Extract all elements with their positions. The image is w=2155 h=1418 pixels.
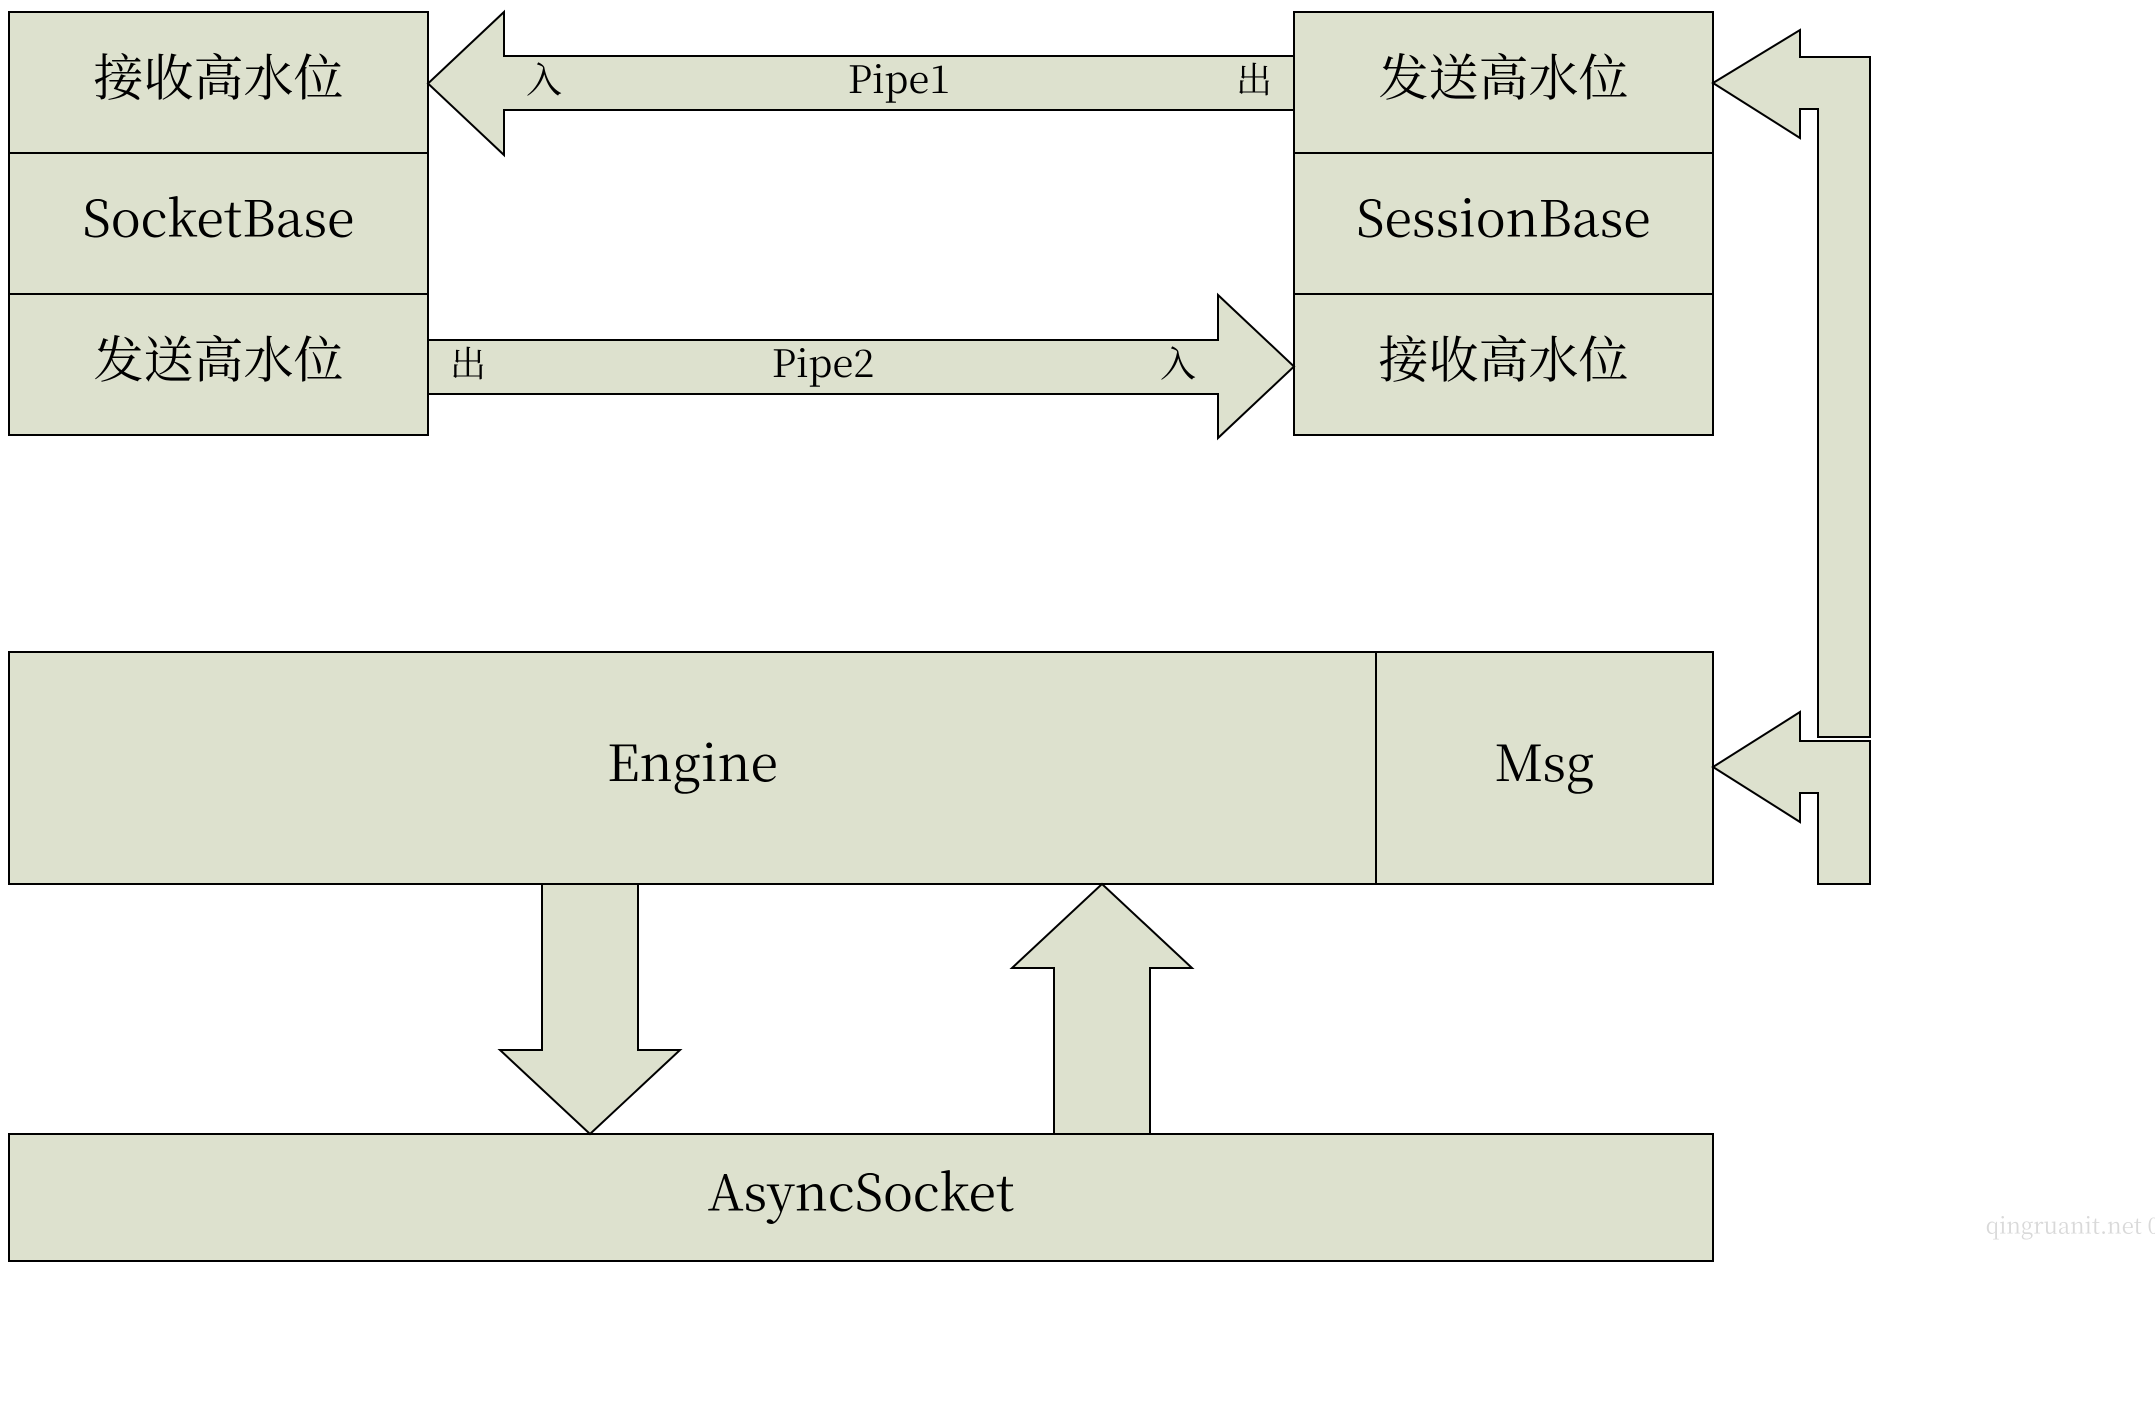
socketBase_bot-label: 发送高水位 (94, 320, 344, 392)
pipe2-out-label: 出 (450, 336, 486, 387)
socketBase_mid-label: SocketBase (83, 179, 355, 251)
sessionBase_top-label: 发送高水位 (1379, 38, 1629, 110)
pipe2-in-label: 入 (1160, 336, 1196, 387)
msg-label: Msg (1495, 724, 1595, 796)
engine-label: Engine (607, 724, 778, 796)
sessionBase_mid-label: SessionBase (1356, 179, 1651, 251)
pipe1-label: Pipe1 (848, 49, 951, 104)
sessionBase_bot-label: 接收高水位 (1379, 320, 1629, 392)
vert-arrow-down (500, 884, 680, 1134)
socketBase_top-label: 接收高水位 (94, 38, 344, 110)
side-arrow-upper (1713, 30, 1870, 737)
pipe2-label: Pipe2 (772, 333, 875, 388)
asyncSocket-label: AsyncSocket (708, 1153, 1015, 1225)
pipe1-in-label: 入 (526, 52, 562, 103)
watermark: qingruanit.net 0532-85025005 (1986, 1210, 2155, 1241)
vert-arrow-up (1012, 884, 1192, 1134)
pipe1-out-label: 出 (1236, 52, 1272, 103)
